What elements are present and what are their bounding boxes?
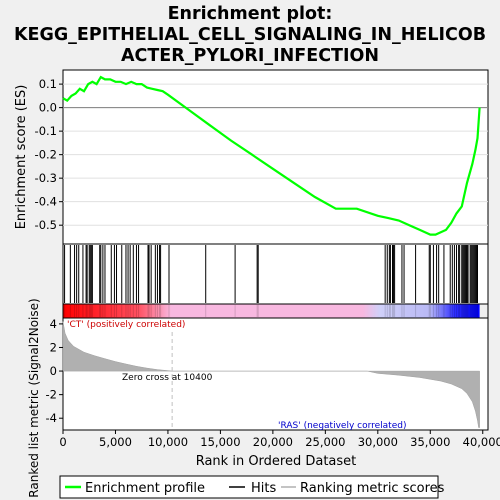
title-line-1: Enrichment plot: [168, 4, 333, 24]
metric-y-ticks: 4 2 0 -2 -4 [46, 317, 63, 425]
legend-box [59, 475, 439, 499]
x-tick-label: 15,000 [200, 435, 240, 449]
es-y-tick-label: -0.4 [35, 195, 57, 209]
x-tick-label: 20,000 [253, 435, 293, 449]
metric-y-tick-label: -2 [46, 388, 57, 402]
zero-cross-label: Zero cross at 10400 [122, 373, 213, 383]
es-y-ticks: 0.1 0.0 -0.1 -0.2 -0.3 -0.4 -0.5 [35, 77, 63, 232]
hit-markers [62, 245, 479, 303]
es-y-tick-label: -0.3 [35, 171, 57, 185]
ranking-metric-area [62, 321, 480, 428]
x-tick-label: 35,000 [410, 435, 450, 449]
legend-enrichment-label: Enrichment profile [85, 481, 205, 496]
metric-y-tick-label: 2 [50, 340, 57, 354]
title-line-2: KEGG_EPITHELIAL_CELL_SIGNALING_IN_HELICO… [14, 25, 486, 45]
es-plot-area [62, 69, 489, 245]
legend-hits-label: Hits [251, 481, 276, 496]
ranking-color-strip [63, 304, 480, 318]
x-tick-label: 5,000 [99, 435, 132, 449]
negative-correlation-label: 'RAS' (negatively correlated) [278, 421, 406, 431]
legend-metric-label: Ranking metric scores [300, 481, 445, 496]
es-y-tick-label: -0.2 [35, 148, 57, 162]
metric-y-tick-label: 4 [50, 317, 57, 331]
x-axis-label: Rank in Ordered Dataset [196, 454, 357, 469]
color-strip-hit-marks [62, 305, 479, 317]
x-tick-label: 0 [59, 435, 66, 449]
es-y-tick-label: -0.1 [35, 124, 57, 138]
enrichment-profile-line [62, 75, 481, 236]
es-y-axis-label: Enrichment score (ES) [14, 85, 29, 230]
es-y-tick-label: 0.1 [39, 77, 57, 91]
x-tick-label: 30,000 [358, 435, 398, 449]
x-tick-label: 25,000 [305, 435, 345, 449]
es-y-tick-label: -0.5 [35, 218, 57, 232]
x-ticks: 0 5,000 10,000 15,000 20,000 25,000 30,000 35,0… [59, 430, 500, 449]
title-line-3: ACTER_PYLORI_INFECTION [121, 46, 379, 66]
hits-panel [62, 243, 489, 305]
x-tick-label: 10,000 [148, 435, 188, 449]
metric-y-tick-label: 0 [50, 364, 57, 378]
positive-correlation-label: 'CT' (positively correlated) [67, 320, 185, 330]
metric-y-axis-label: Ranked list metric (Signal2Noise) [27, 298, 41, 497]
x-tick-label: 40,000 [463, 435, 500, 449]
es-y-tick-label: 0.0 [39, 101, 57, 115]
metric-y-tick-label: -4 [46, 411, 57, 425]
